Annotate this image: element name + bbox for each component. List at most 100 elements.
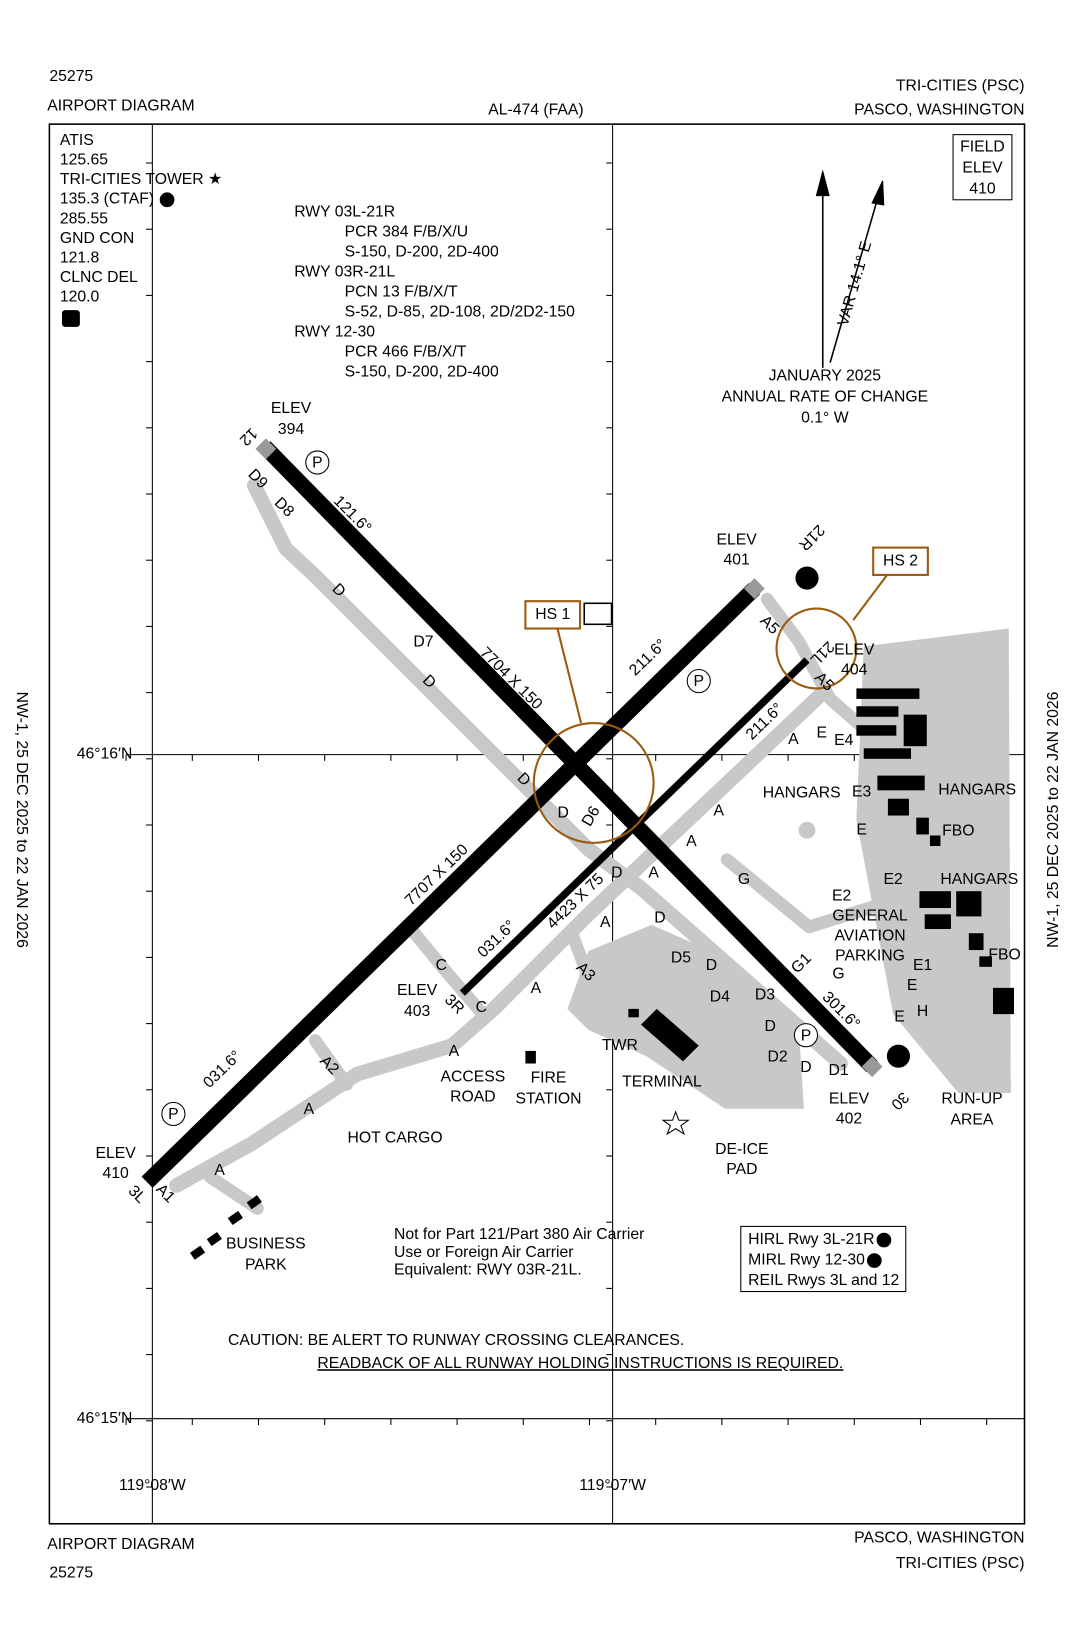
magnetic-variation: VAR 14.1° E [835, 239, 875, 328]
frequency: TRI-CITIES TOWER ★ [60, 171, 222, 188]
map-label: G [738, 871, 750, 888]
effective-dates: NW-1, 25 DEC 2025 to 22 JAN 2026 [1045, 691, 1062, 947]
taxiway-a3 [566, 929, 637, 1016]
frequency: GND CON [60, 230, 134, 247]
business-building [206, 1231, 222, 1247]
map-label: D2 [768, 1048, 788, 1065]
symbol-label: A4 [889, 1048, 909, 1065]
map-label: A [214, 1162, 225, 1179]
map-label: E [816, 725, 827, 742]
longitude: 119°07′W [579, 1477, 646, 1494]
map-label: FBO [988, 946, 1020, 963]
map-label: ELEV [397, 982, 438, 999]
threshold [861, 1056, 883, 1078]
effective-dates: NW-1, 25 DEC 2025 to 22 JAN 2026 [13, 692, 30, 948]
map-label: PAD [726, 1161, 757, 1178]
map-label: DE-ICE [715, 1141, 768, 1158]
latitude: 46°15′N [77, 1410, 133, 1427]
map-label: D [800, 1059, 811, 1076]
icon [61, 310, 80, 327]
map-label: E [894, 1008, 905, 1025]
map-label: D4 [710, 988, 730, 1005]
runway-name: RWY 12-30 [294, 323, 375, 340]
fbo [979, 956, 992, 967]
threshold [744, 578, 765, 599]
map-label: A [686, 833, 697, 850]
arrowhead [871, 180, 885, 206]
hangar [924, 914, 951, 930]
footer-id: 25275 [49, 1564, 93, 1581]
map-label: ACCESS [440, 1068, 505, 1085]
map-label: 30 [887, 1088, 912, 1113]
map-label: A [600, 914, 611, 931]
map-label: D [765, 1018, 776, 1035]
caution: READBACK OF ALL RUNWAY HOLDING INSTRUCTI… [317, 1355, 843, 1372]
hot-spot-shapes [524, 546, 929, 844]
map-label: D [706, 957, 717, 974]
field-elev: FIELD [960, 138, 1005, 155]
runway-name: RWY 03L-21R [294, 204, 395, 221]
map-label: E4 [834, 732, 854, 749]
north-arrows [815, 169, 885, 368]
field-elev: 410 [969, 180, 996, 197]
symbol-label: P [312, 455, 323, 472]
airport-name: TRI-CITIES (PSC) [896, 77, 1025, 94]
map-label: PARK [245, 1256, 287, 1273]
notam-symbol [583, 602, 613, 626]
hangar [929, 835, 941, 847]
map-label: 21R [795, 521, 827, 553]
runway-strength: S-150, D-200, 2D-400 [345, 243, 499, 260]
hot-spot-circle [775, 607, 858, 690]
symbol-label: A5 [797, 570, 817, 587]
map-label: A [648, 864, 659, 881]
hot-spot-leader [852, 573, 889, 621]
runway-strength: S-150, D-200, 2D-400 [345, 363, 499, 380]
map-label: A [713, 802, 724, 819]
map-label: D5 [671, 950, 691, 967]
fbo [916, 817, 929, 835]
frequency: 285.55 [60, 210, 108, 227]
hangar [856, 688, 920, 699]
map-label: 031.6° [474, 917, 519, 961]
lighting-box [740, 1225, 907, 1293]
map-label: G1 [788, 950, 815, 977]
hangar [856, 725, 897, 736]
chart-title: AIRPORT DIAGRAM [47, 97, 194, 114]
terminal [640, 1008, 699, 1062]
runway-strength: PCR 384 F/B/X/U [345, 224, 468, 241]
map-label: 401 [723, 551, 749, 568]
buildings [189, 688, 1015, 1260]
icon [159, 192, 175, 208]
fire-station [525, 1050, 536, 1064]
frequency: CLNC DEL [60, 269, 138, 286]
symbol-label: P [801, 1027, 812, 1044]
map-label: E [907, 977, 918, 994]
hot-spot-label: HS 1 [535, 606, 570, 623]
hot-spot-leader [555, 626, 583, 724]
icon [866, 1253, 882, 1268]
note: Equivalent: RWY 03R-21L. [394, 1262, 582, 1279]
lighting-line: HIRL Rwy 3L-21R [748, 1231, 874, 1248]
hangar [903, 714, 927, 747]
magnetic-north [829, 195, 880, 363]
hot-spot-circle [532, 722, 655, 844]
map-label: D1 [828, 1062, 848, 1079]
map-label: PARKING [835, 948, 905, 965]
graticule-ticks [125, 162, 988, 1488]
runway-strength: PCR 466 F/B/X/T [345, 343, 467, 360]
longitude: 119°08′W [119, 1477, 186, 1494]
map-label: TWR [602, 1037, 638, 1054]
map-label: 410 [102, 1165, 129, 1182]
map-label: A [449, 1043, 460, 1060]
business-building [246, 1195, 262, 1210]
frequency: ATIS [60, 132, 94, 149]
map-label: FBO [942, 822, 974, 839]
footer-title: AIRPORT DIAGRAM [47, 1536, 194, 1553]
taxiway-g [720, 853, 889, 934]
runway-name: RWY 03R-21L [294, 263, 395, 280]
hangar [877, 775, 925, 791]
taxiways [169, 478, 1011, 1215]
map-label: D [611, 864, 622, 881]
